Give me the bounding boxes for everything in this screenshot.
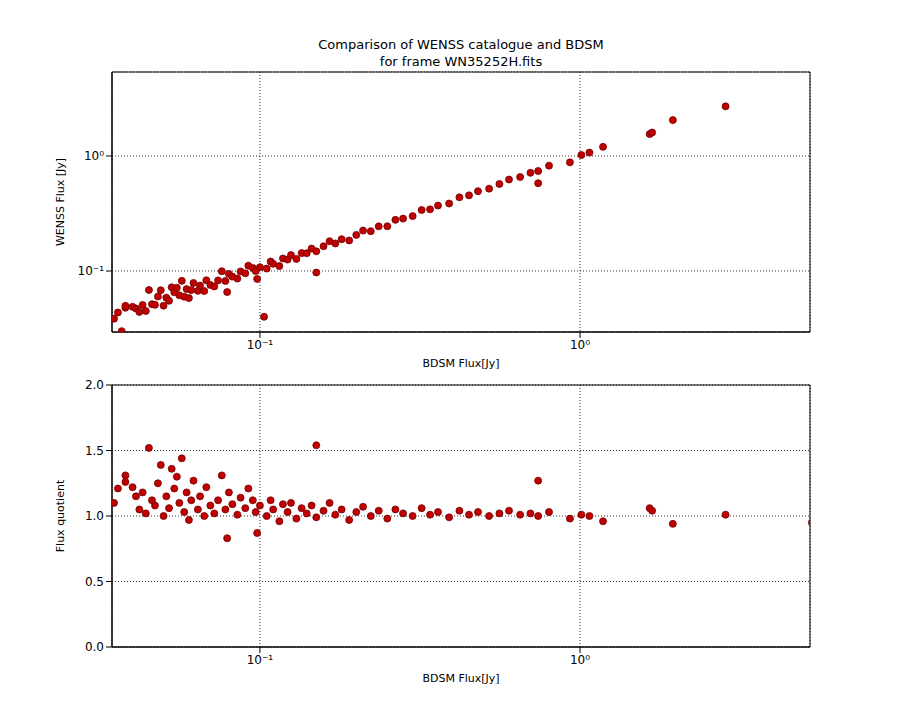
svg-text:0.5: 0.5 — [85, 575, 104, 589]
svg-text:10⁰: 10⁰ — [84, 149, 104, 163]
html-text:Comparison of WENSS catalogue: Comparison of WENSS catalogue and BDSM f… — [318, 37, 604, 69]
svg-text:2.0: 2.0 — [85, 378, 104, 392]
svg-text:10⁰: 10⁰ — [570, 653, 590, 667]
svg-text:1.5: 1.5 — [85, 444, 104, 458]
svg-text:BDSM Flux[Jy]: BDSM Flux[Jy] — [422, 672, 499, 685]
svg-text:10⁻¹: 10⁻¹ — [78, 264, 105, 278]
svg-text:BDSM Flux[Jy]: BDSM Flux[Jy] — [422, 357, 499, 370]
svg-text:10⁻¹: 10⁻¹ — [247, 338, 274, 352]
svg-text:0.0: 0.0 — [85, 640, 104, 654]
svg-text:WENSS Flux [Jy]: WENSS Flux [Jy] — [54, 158, 67, 246]
svg-text:1.0: 1.0 — [85, 509, 104, 523]
svg-text:10⁰: 10⁰ — [570, 338, 590, 352]
svg-text:10⁻¹: 10⁻¹ — [247, 653, 274, 667]
svg-text:Flux quotient: Flux quotient — [54, 479, 67, 552]
